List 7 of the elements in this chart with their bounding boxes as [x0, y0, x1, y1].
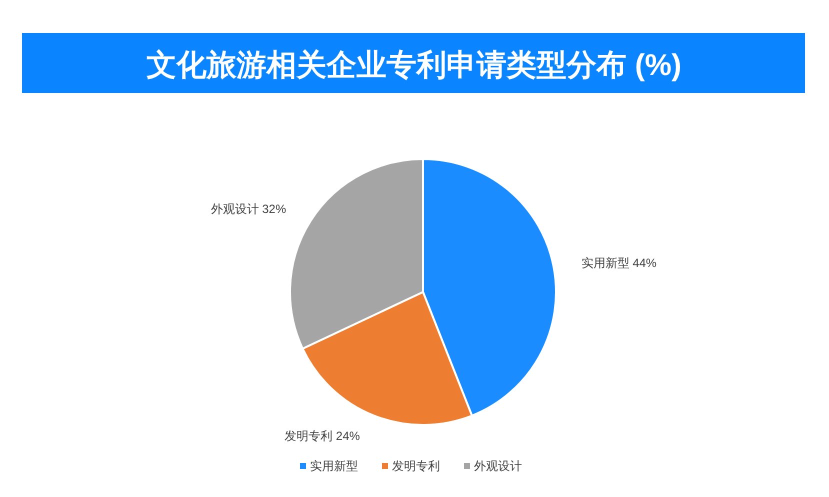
legend-label: 实用新型 [310, 459, 358, 473]
category-label: 外观设计 32% [210, 202, 286, 216]
chart-title: 文化旅游相关企业专利申请类型分布 (%) [146, 49, 682, 82]
category-label: 发明专利 24% [284, 429, 360, 444]
legend-label: 发明专利 [392, 459, 440, 473]
category-label: 实用新型 44% [581, 256, 657, 270]
legend-label: 外观设计 [474, 459, 522, 473]
